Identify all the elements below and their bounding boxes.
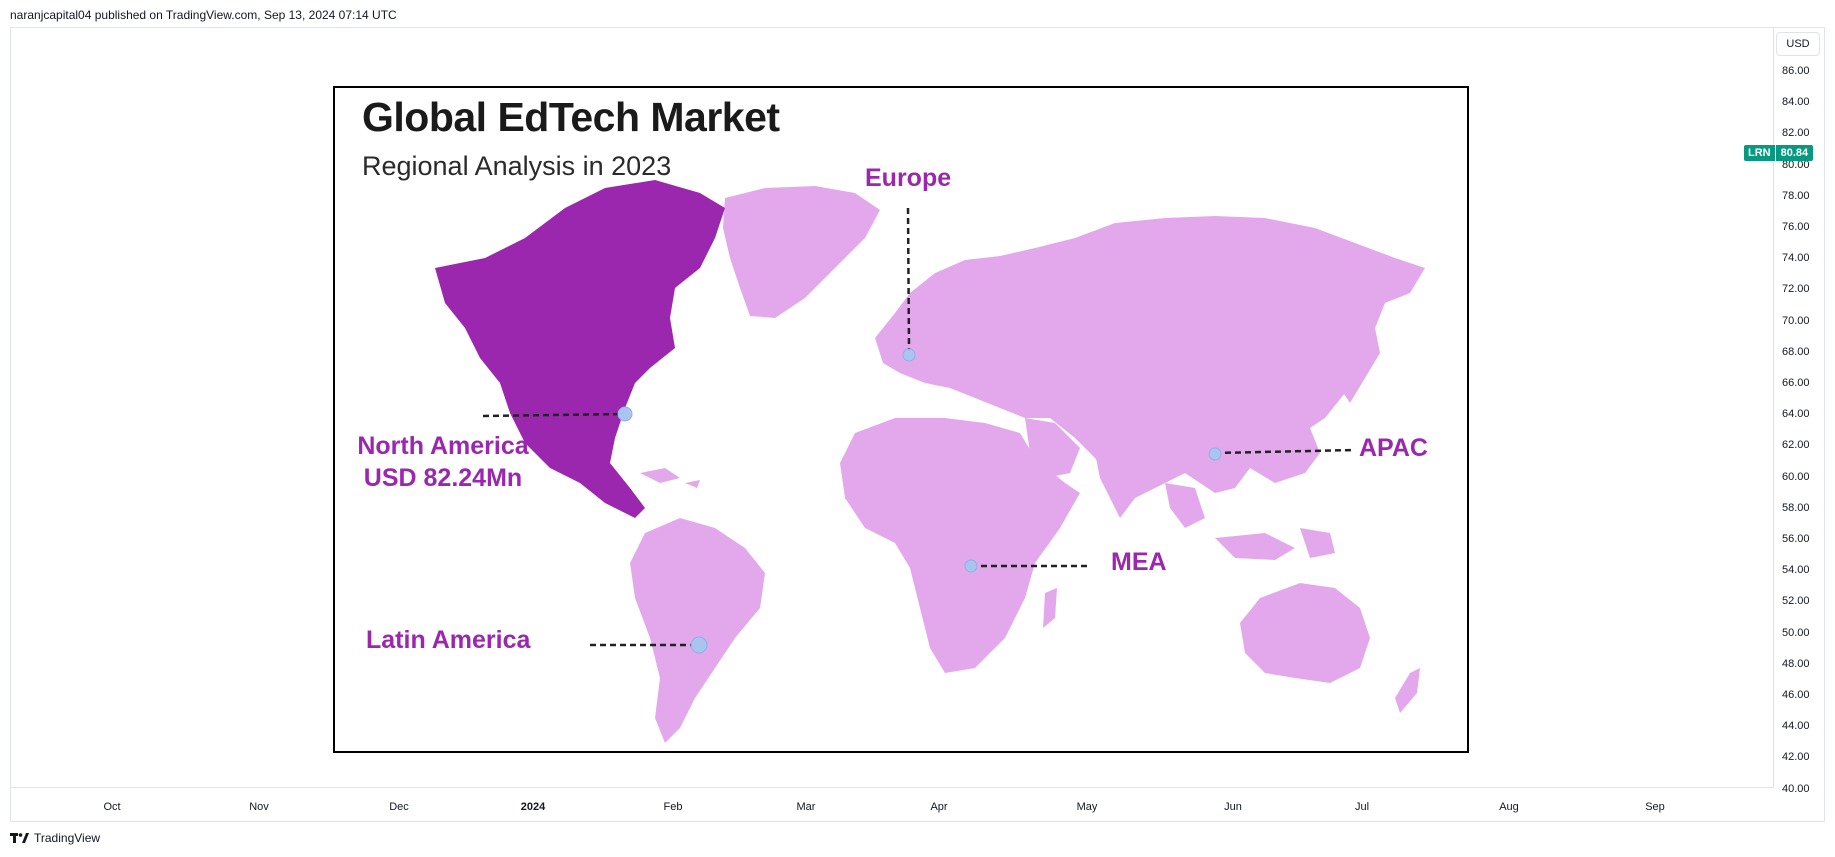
connector-north-america — [482, 412, 626, 418]
time-tick: Feb — [663, 801, 683, 813]
label-north-america-value: USD 82.24Mn — [363, 464, 523, 492]
label-apac: APAC — [1359, 434, 1428, 462]
price-tick: 62.00 — [1782, 439, 1810, 452]
price-tick: 70.00 — [1782, 314, 1810, 327]
label-latin-america: Latin America — [366, 626, 531, 654]
time-tick: May — [1076, 801, 1098, 813]
time-tick: Jul — [1354, 801, 1370, 813]
price-tick: 58.00 — [1782, 501, 1810, 514]
map-japan — [1340, 353, 1365, 403]
currency-button[interactable]: USD — [1776, 32, 1820, 56]
price-tick: 40.00 — [1782, 782, 1810, 795]
price-tick: 46.00 — [1782, 689, 1810, 701]
map-new-zealand — [1395, 668, 1420, 713]
time-tick: Aug — [1499, 801, 1519, 813]
map-caribbean — [640, 468, 700, 488]
price-tick: 76.00 — [1782, 221, 1810, 233]
time-tick: Sep — [1645, 801, 1665, 813]
footer-brand: TradingView — [34, 831, 101, 845]
price-tick: 80.00 — [1782, 158, 1810, 171]
time-tick: Oct — [103, 801, 121, 813]
marker-mea — [964, 559, 978, 573]
image-title: Global EdTech Market — [362, 94, 780, 140]
chart-frame — [10, 27, 1825, 822]
price-tick: 68.00 — [1782, 345, 1810, 358]
map-australia — [1240, 583, 1370, 683]
price-tick: 44.00 — [1782, 720, 1810, 733]
marker-latin-america — [690, 636, 708, 654]
price-tick: 60.00 — [1782, 470, 1810, 483]
price-tick: 78.00 — [1782, 189, 1810, 202]
price-tick: 42.00 — [1782, 751, 1810, 764]
price-tick: 86.00 — [1782, 65, 1810, 77]
label-north-america: North America USD 82.24Mn — [339, 430, 547, 494]
map-india — [1095, 448, 1150, 518]
marker-apac — [1208, 447, 1222, 461]
time-tick: Dec — [389, 801, 409, 813]
time-tick: 2024 — [520, 801, 546, 813]
plot-area[interactable] — [11, 28, 1774, 788]
time-tick: Mar — [796, 801, 816, 813]
price-tick: 84.00 — [1782, 96, 1810, 109]
price-tick: 50.00 — [1782, 626, 1810, 639]
label-europe: Europe — [865, 164, 952, 192]
map-africa — [840, 418, 1080, 673]
map-southeast-asia — [1165, 483, 1335, 560]
publish-info: naranjcapital04 published on TradingView… — [10, 8, 397, 22]
map-madagascar — [1043, 588, 1057, 628]
map-eurasia — [875, 216, 1425, 498]
price-label-value: 80.84 — [1775, 145, 1814, 161]
image-subtitle: Regional Analysis in 2023 — [362, 151, 672, 181]
price-tick: 66.00 — [1782, 377, 1810, 389]
price-tick: 56.00 — [1782, 533, 1810, 545]
tradingview-logo-icon — [10, 833, 29, 843]
last-price-label: LRN 80.84 — [1744, 145, 1814, 161]
map-north-america — [435, 180, 725, 518]
world-map — [435, 180, 1425, 743]
footer-logo[interactable]: TradingView — [10, 831, 100, 845]
price-tick: 54.00 — [1782, 564, 1810, 577]
marker-europe — [902, 348, 916, 362]
price-tick: 64.00 — [1782, 408, 1810, 421]
price-tick: 74.00 — [1782, 252, 1810, 265]
time-tick: Jun — [1224, 801, 1242, 813]
time-tick: Apr — [930, 801, 948, 813]
embedded-image: Global EdTech Market Regional Analysis i… — [333, 86, 1469, 753]
label-north-america-name: North America — [357, 432, 529, 460]
price-tick: 48.00 — [1782, 657, 1810, 670]
time-tick: Nov — [249, 801, 269, 813]
map-south-america — [630, 518, 765, 743]
price-tick: 72.00 — [1782, 283, 1810, 296]
price-tick: 52.00 — [1782, 595, 1810, 608]
price-tick: 82.00 — [1782, 127, 1810, 140]
map-greenland — [723, 186, 880, 318]
label-mea: MEA — [1111, 548, 1167, 576]
price-label-symbol: LRN — [1744, 145, 1775, 161]
marker-north-america — [617, 406, 633, 422]
connector-europe — [906, 207, 911, 351]
connector-apac — [1214, 448, 1356, 455]
